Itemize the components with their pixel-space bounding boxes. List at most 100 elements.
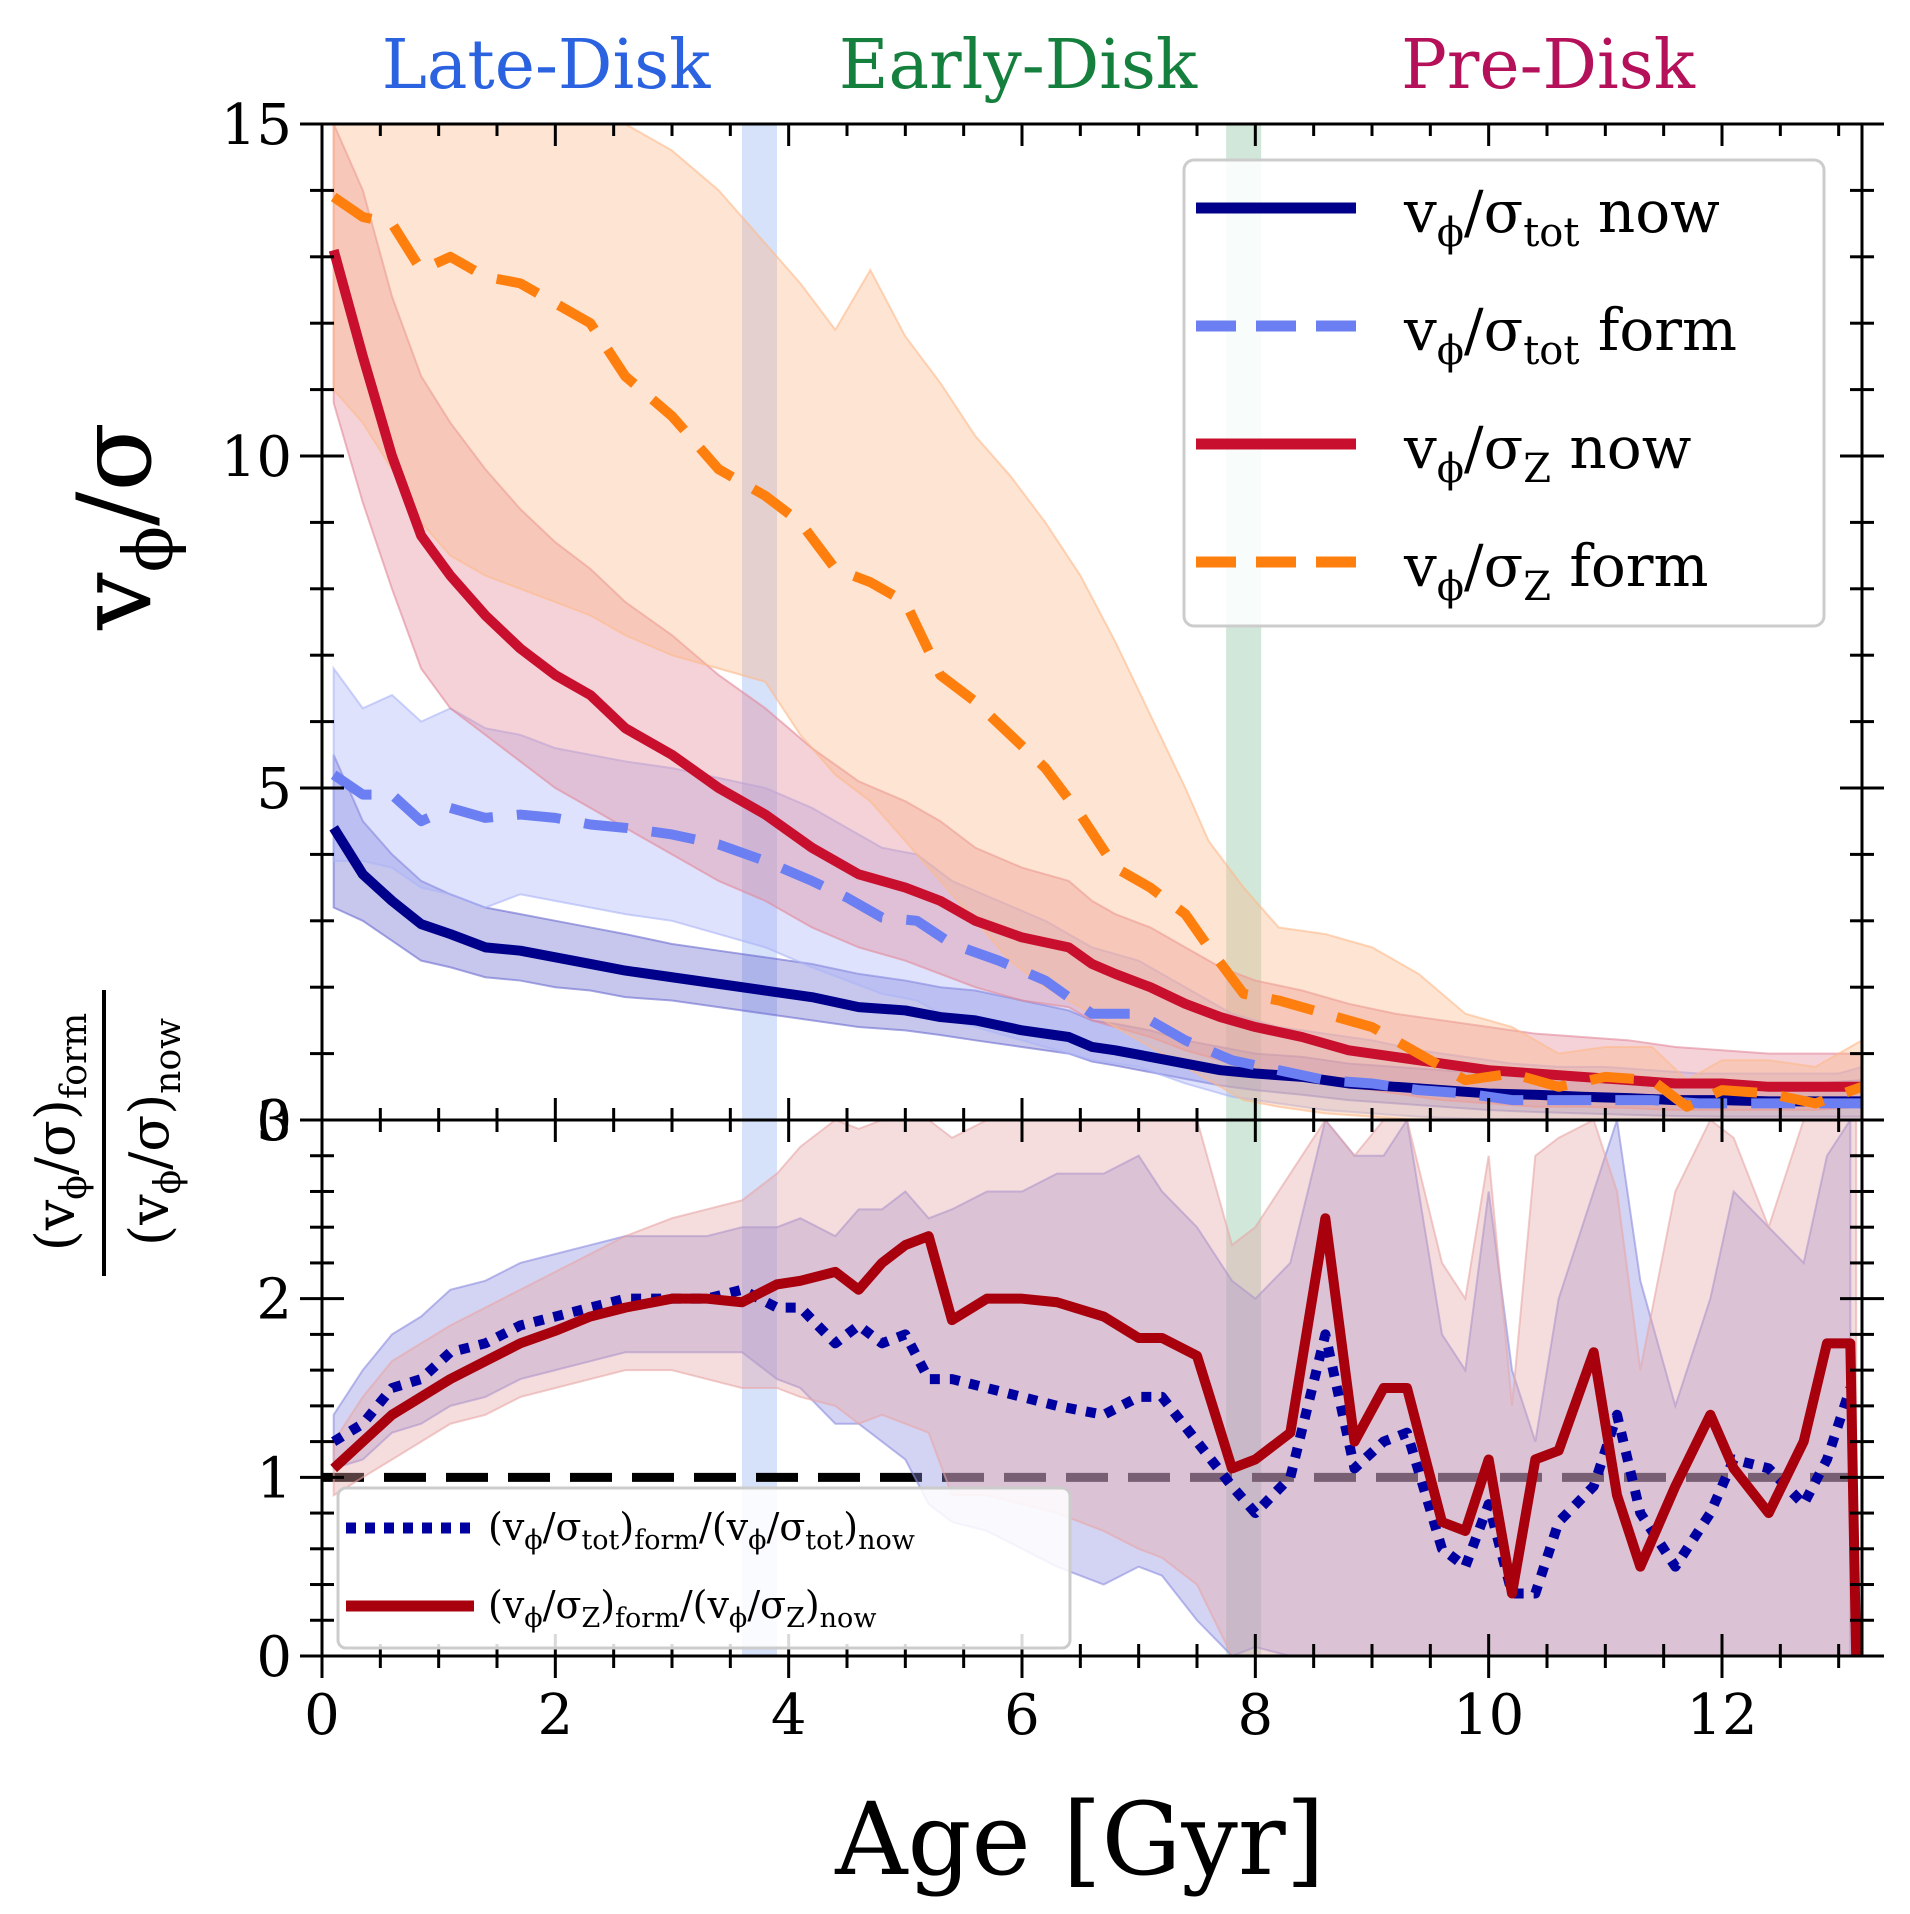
- lb0-s1: ϕ: [524, 1525, 542, 1556]
- top-series-line-2: [328, 248, 1862, 1092]
- lt3-sub1: ϕ: [1437, 564, 1464, 610]
- top-series-line-1: [330, 770, 1862, 1109]
- lb1-pre: (v: [488, 1583, 525, 1627]
- x-axis-label: Age [Gyr]: [834, 1781, 1324, 1898]
- bottom-y-axis-label: (vϕ/σ)form (vϕ/σ)now: [24, 990, 189, 1276]
- epoch-label-pre-disk: Pre-Disk: [1401, 26, 1696, 105]
- lb0-s3: form: [634, 1525, 699, 1556]
- legend-top: vϕ/σtot now vϕ/σtot form vϕ/σZ now vϕ/σZ…: [1182, 158, 1826, 628]
- x-tick-label: 12: [1686, 1683, 1757, 1748]
- num-pre: (v: [24, 1199, 87, 1251]
- lb0-m5: ): [843, 1505, 858, 1549]
- legend-bottom-entry-0: (vϕ/σtot)form/(vϕ/σtot)now: [346, 1505, 915, 1556]
- legend-top-entry-1: vϕ/σtot form: [1196, 296, 1737, 374]
- x-tick-label: 6: [1004, 1683, 1040, 1748]
- bottom-y-tick-label: 2: [256, 1268, 292, 1333]
- lt0-tail: now: [1579, 178, 1719, 246]
- num-sub2: form: [54, 1013, 95, 1099]
- legend-top-label-3: vϕ/σZ form: [1403, 532, 1709, 610]
- x-tick-label: 4: [771, 1683, 807, 1748]
- lt0-base: v: [1403, 178, 1437, 246]
- lb0-s5: tot: [805, 1525, 843, 1556]
- bottom-y-tick-label: 1: [256, 1446, 292, 1511]
- lb0-s4: ϕ: [748, 1525, 766, 1556]
- epoch-label-early-disk: Early-Disk: [839, 26, 1198, 105]
- legend-bottom-label-0: (vϕ/σtot)form/(vϕ/σtot)now: [488, 1505, 915, 1556]
- lb0-m2: ): [619, 1505, 634, 1549]
- legend-bottom-frame: [336, 1486, 1072, 1650]
- bottom-y-tick-label: 0: [256, 1625, 292, 1690]
- lb1-s5: Z: [786, 1603, 805, 1634]
- lb1-m2: ): [600, 1583, 615, 1627]
- legend-top-frame: [1182, 158, 1826, 628]
- bottom-y-label-denominator: (vϕ/σ)now: [118, 1018, 189, 1246]
- lb1-s6: now: [820, 1603, 877, 1634]
- x-tick-label: 0: [304, 1683, 340, 1748]
- num-mid: /σ): [24, 1099, 87, 1175]
- top-y-tick-label: 10: [221, 425, 292, 490]
- num-sub: ϕ: [54, 1175, 95, 1200]
- bottom-series-band-1: [332, 1120, 1858, 1656]
- bottom-series-line-1: [330, 1213, 1862, 1656]
- lb1-m3: /(v: [680, 1583, 730, 1627]
- top-series-line-3: [330, 192, 1862, 1112]
- lt3-mid: /σ: [1464, 532, 1523, 600]
- top-y-tick-label: 0: [256, 1089, 292, 1154]
- lb1-s3: form: [615, 1603, 680, 1634]
- top-y-tick-label: 15: [221, 93, 292, 158]
- bottom-y-tick-label: 3: [256, 1089, 292, 1154]
- den-pre: (v: [118, 1194, 181, 1246]
- x-tick-label: 10: [1453, 1683, 1524, 1748]
- legend-top-entry-0: vϕ/σtot now: [1196, 178, 1720, 256]
- legend-top-label-2: vϕ/σZ now: [1403, 414, 1691, 492]
- lt2-mid: /σ: [1464, 414, 1523, 482]
- lb1-s4: ϕ: [729, 1603, 747, 1634]
- legend-bottom: (vϕ/σtot)form/(vϕ/σtot)now (vϕ/σZ)form/(…: [336, 1486, 1072, 1650]
- legend-top-label-1: vϕ/σtot form: [1403, 296, 1737, 374]
- lb0-pre: (v: [488, 1505, 525, 1549]
- den-mid: /σ): [118, 1094, 181, 1170]
- lt2-base: v: [1403, 414, 1437, 482]
- lt0-sub2: tot: [1523, 210, 1579, 256]
- lt3-base: v: [1403, 532, 1437, 600]
- top-y-axis-label-tail: /σ: [56, 422, 175, 526]
- lt2-sub1: ϕ: [1437, 446, 1464, 492]
- top-y-axis-label-sub: ϕ: [110, 526, 189, 572]
- top-y-axis-label: vϕ/σ: [56, 422, 189, 631]
- lb0-s6: now: [858, 1525, 915, 1556]
- lb1-m5: ): [805, 1583, 820, 1627]
- lt1-mid: /σ: [1464, 296, 1523, 364]
- x-tick-label: 8: [1238, 1683, 1274, 1748]
- lb0-m3: /(v: [699, 1505, 749, 1549]
- epoch-label-late-disk: Late-Disk: [382, 26, 711, 105]
- lb0-m4: /σ: [767, 1505, 806, 1549]
- x-tick-label: 2: [538, 1683, 574, 1748]
- epoch-band-bottom-1: [1226, 1120, 1262, 1656]
- lt0-mid: /σ: [1464, 178, 1523, 246]
- legend-bottom-label-1: (vϕ/σZ)form/(vϕ/σZ)now: [488, 1583, 876, 1634]
- lt2-tail: now: [1551, 414, 1691, 482]
- den-sub2: now: [148, 1018, 189, 1094]
- lt1-tail: form: [1579, 296, 1737, 364]
- top-y-tick-label: 5: [256, 757, 292, 822]
- lt2-sub2: Z: [1523, 446, 1551, 492]
- bottom-y-label-numerator: (vϕ/σ)form: [24, 1013, 95, 1252]
- lt0-sub1: ϕ: [1437, 210, 1464, 256]
- legend-top-label-0: vϕ/σtot now: [1403, 178, 1720, 256]
- lb1-s2: Z: [581, 1603, 600, 1634]
- lt1-sub1: ϕ: [1437, 328, 1464, 374]
- lb1-m1: /σ: [543, 1583, 582, 1627]
- bottom-axes-frame: [320, 1118, 1864, 1658]
- lt1-base: v: [1403, 296, 1437, 364]
- top-series-band-3: [332, 124, 1862, 1120]
- top-y-axis-label-v: v: [56, 572, 175, 631]
- legend-top-entry-3: vϕ/σZ form: [1196, 532, 1709, 610]
- legend-bottom-entry-1: (vϕ/σZ)form/(vϕ/σZ)now: [346, 1583, 876, 1634]
- legend-top-entry-2: vϕ/σZ now: [1196, 414, 1691, 492]
- lb0-m1: /σ: [543, 1505, 582, 1549]
- lb1-m4: /σ: [747, 1583, 786, 1627]
- lb0-s2: tot: [581, 1525, 619, 1556]
- lt3-tail: form: [1551, 532, 1709, 600]
